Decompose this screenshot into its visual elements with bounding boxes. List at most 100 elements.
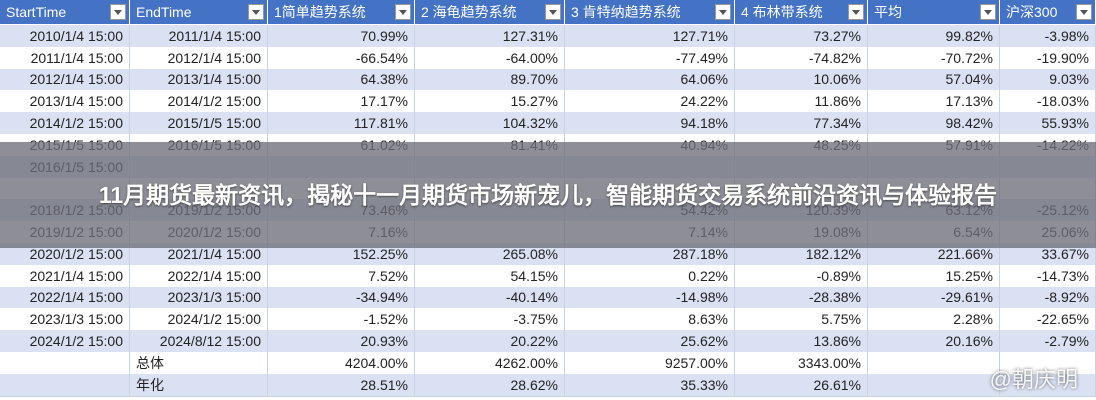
cell-text: 8.63% <box>688 311 728 328</box>
cell-text: 17.13% <box>945 93 993 110</box>
cell: 2022/1/4 15:00 <box>0 286 130 310</box>
cell: 9.03% <box>1000 68 1096 92</box>
cell-text: 152.25% <box>352 245 408 262</box>
cell: -3.75% <box>415 308 565 332</box>
filter-button[interactable] <box>980 4 996 20</box>
cell-text: 77.34% <box>813 115 861 132</box>
cell-text: -28.38% <box>808 289 861 306</box>
cell: 117.81% <box>268 112 415 135</box>
cell-text: 总体 <box>136 354 164 371</box>
cell: 57.04% <box>868 68 1000 92</box>
cell: 2013/1/4 15:00 <box>130 68 268 92</box>
cell-text: -8.92% <box>1044 289 1089 306</box>
cell-text: -64.00% <box>505 49 558 66</box>
cell-text: -70.72% <box>940 49 993 66</box>
cell: 20.22% <box>415 330 565 353</box>
filter-button[interactable] <box>248 4 264 20</box>
cell-text: 3 肯特纳趋势系统 <box>571 4 681 20</box>
cell-text: 7.52% <box>368 267 408 284</box>
cell: 总体 <box>130 352 268 375</box>
cell-text: 年化 <box>136 376 164 393</box>
cell-text: 2013/1/4 15:00 <box>167 71 261 88</box>
cell-text: 15.27% <box>510 93 558 110</box>
cell: 11.86% <box>735 90 868 114</box>
cell-text: 64.06% <box>680 71 728 88</box>
cell: 2011/1/4 15:00 <box>130 25 268 48</box>
cell: 2023/1/3 15:00 <box>130 286 268 310</box>
cell-text: 15.25% <box>945 267 993 284</box>
cell: 20.16% <box>868 330 1000 353</box>
cell-text: 2015/1/5 15:00 <box>167 115 261 132</box>
cell-text: EndTime <box>136 4 192 20</box>
cell: -34.94% <box>268 286 415 310</box>
filter-button[interactable] <box>715 4 731 20</box>
cell-text: 98.42% <box>945 115 993 132</box>
cell-text: 4262.00% <box>494 354 558 371</box>
cell: 26.61% <box>735 373 868 397</box>
cell-text: 2024/8/12 15:00 <box>159 333 261 350</box>
cell-text: 2013/1/4 15:00 <box>29 93 123 110</box>
cell-text: 2010/1/4 15:00 <box>29 27 123 44</box>
cell-text: 2022/1/4 15:00 <box>167 267 261 284</box>
cell: 98.42% <box>868 112 1000 135</box>
cell-text: 24.22% <box>680 93 728 110</box>
cell <box>868 352 1000 375</box>
cell: -3.98% <box>1000 25 1096 48</box>
filter-button[interactable] <box>848 4 864 20</box>
header-cell: 2 海龟趋势系统 <box>415 0 565 25</box>
cell-text: 25.62% <box>680 333 728 350</box>
cell-text: 127.31% <box>502 27 558 44</box>
cell: 94.18% <box>565 112 735 135</box>
cell: 64.38% <box>268 68 415 92</box>
cell: 20.93% <box>268 330 415 353</box>
cell: 221.66% <box>868 243 1000 266</box>
cell: -0.89% <box>735 264 868 288</box>
cell: -74.82% <box>735 46 868 70</box>
cell-text: -14.73% <box>1036 267 1089 284</box>
cell <box>0 373 130 397</box>
filter-button[interactable] <box>110 4 126 20</box>
filter-button[interactable] <box>545 4 561 20</box>
cell: 28.51% <box>268 373 415 397</box>
cell-text: -34.94% <box>355 289 408 306</box>
cell-text: 9.03% <box>1049 71 1089 88</box>
cell: 73.27% <box>735 25 868 48</box>
cell-text: 2014/1/2 15:00 <box>29 115 123 132</box>
cell: 8.63% <box>565 308 735 332</box>
cell: 70.99% <box>268 25 415 48</box>
cell-text: -29.61% <box>940 289 993 306</box>
header-cell: EndTime <box>130 0 268 25</box>
cell-text: 20.16% <box>945 333 993 350</box>
cell-text: 2.28% <box>953 311 993 328</box>
header-cell: 平均 <box>868 0 1000 25</box>
cell: 2012/1/4 15:00 <box>0 68 130 92</box>
cell: 104.32% <box>415 112 565 135</box>
cell-text: 2023/1/3 15:00 <box>29 311 123 328</box>
cell: -1.52% <box>268 308 415 332</box>
cell: -2.79% <box>1000 330 1096 353</box>
cell-text: 33.67% <box>1041 245 1089 262</box>
cell: 152.25% <box>268 243 415 266</box>
cell-text: -40.14% <box>505 289 558 306</box>
cell: 9257.00% <box>565 352 735 375</box>
cell: 2024/8/12 15:00 <box>130 330 268 353</box>
cell-text: 70.99% <box>360 27 408 44</box>
cell-text: 20.22% <box>510 333 558 350</box>
cell-text: 平均 <box>874 4 902 20</box>
cell-text: 2020/1/2 15:00 <box>29 245 123 262</box>
filter-button[interactable] <box>395 4 411 20</box>
cell: 2024/1/2 15:00 <box>130 308 268 332</box>
cell: 2014/1/2 15:00 <box>0 112 130 135</box>
filter-button[interactable] <box>1076 4 1092 20</box>
cell: -18.03% <box>1000 90 1096 114</box>
cell-text: 182.12% <box>805 245 861 262</box>
cell-text: 28.62% <box>510 376 558 393</box>
cell-text: 2024/1/2 15:00 <box>29 333 123 350</box>
cell-text: 20.93% <box>360 333 408 350</box>
cell: -14.73% <box>1000 264 1096 288</box>
cell: 15.25% <box>868 264 1000 288</box>
cell: 2023/1/3 15:00 <box>0 308 130 332</box>
cell: 24.22% <box>565 90 735 114</box>
cell: 77.34% <box>735 112 868 135</box>
cell-text: 28.51% <box>360 376 408 393</box>
